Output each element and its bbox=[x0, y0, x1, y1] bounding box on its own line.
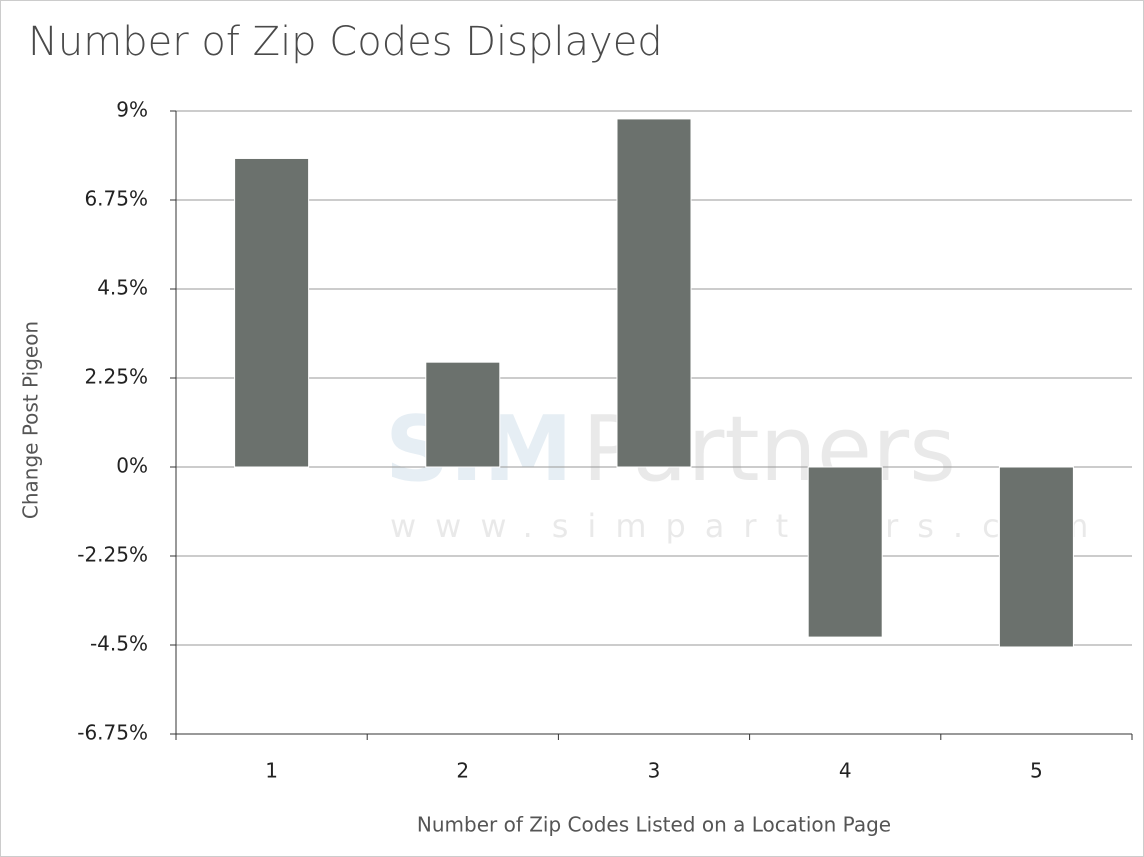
bar bbox=[998, 466, 1074, 648]
x-tick-label: 5 bbox=[1030, 759, 1043, 783]
watermark-url: www.simpartners.com bbox=[390, 507, 1107, 545]
y-tick-label: -6.75% bbox=[77, 721, 148, 745]
chart-title: Number of Zip Codes Displayed bbox=[28, 19, 663, 65]
y-tick-label: -4.5% bbox=[90, 632, 148, 656]
x-tick-label: 3 bbox=[648, 759, 661, 783]
y-tick-label: 4.5% bbox=[97, 276, 148, 300]
y-axis-label: Change Post Pigeon bbox=[19, 321, 43, 519]
x-tick-label: 4 bbox=[839, 759, 852, 783]
bar bbox=[234, 157, 310, 468]
y-tick-label: -2.25% bbox=[77, 543, 148, 567]
x-tick-label: 2 bbox=[456, 759, 469, 783]
x-tick-label: 1 bbox=[265, 759, 278, 783]
x-axis-label: Number of Zip Codes Listed on a Location… bbox=[417, 813, 891, 837]
y-tick-label: 9% bbox=[116, 98, 148, 122]
bar bbox=[616, 118, 692, 468]
bar bbox=[425, 361, 501, 468]
y-tick-label: 0% bbox=[116, 454, 148, 478]
bar bbox=[807, 466, 883, 638]
y-tick-label: 6.75% bbox=[84, 187, 148, 211]
y-tick-label: 2.25% bbox=[84, 365, 148, 389]
